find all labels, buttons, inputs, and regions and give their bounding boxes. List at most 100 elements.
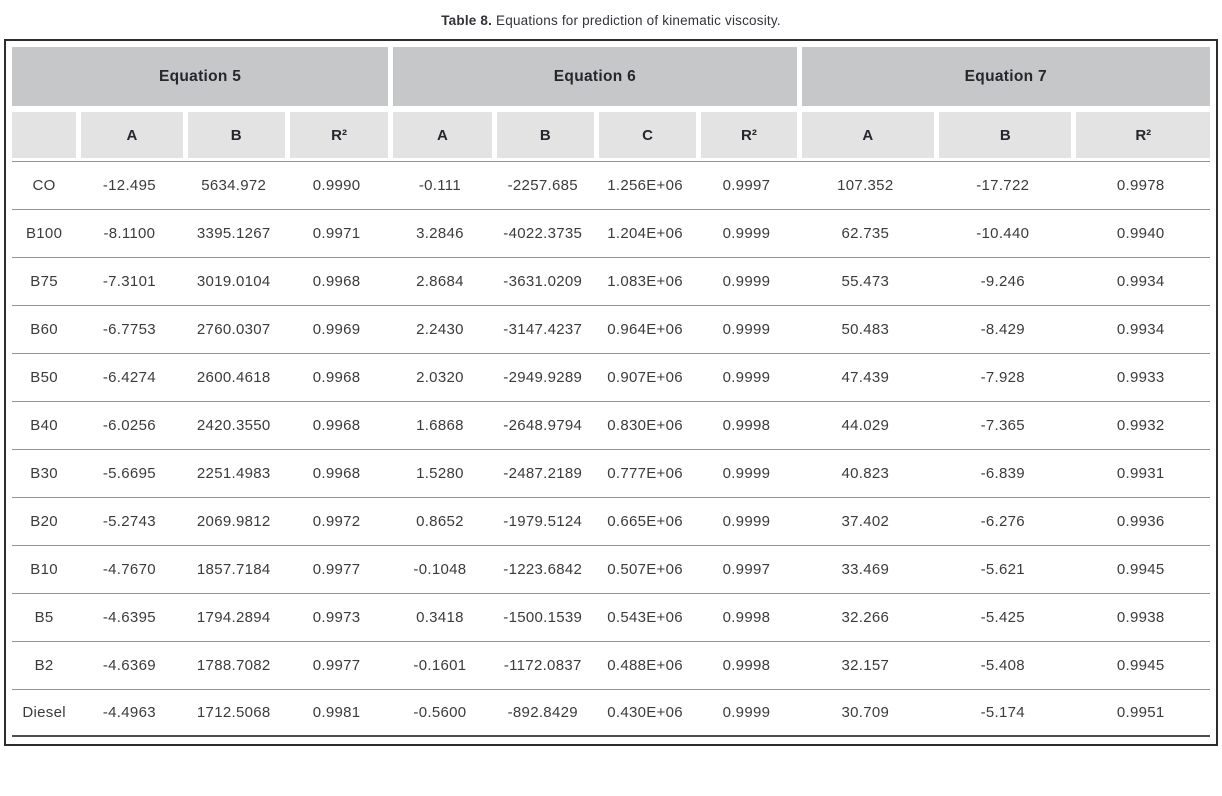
cell: 0.9998 <box>696 593 797 641</box>
cell: 1.6868 <box>388 401 492 449</box>
group-header-equation-5: Equation 5 <box>12 47 389 112</box>
cell: 0.9977 <box>284 545 389 593</box>
cell: 2.8684 <box>388 257 492 305</box>
cell: -2648.9794 <box>491 401 594 449</box>
cell: -8.1100 <box>76 209 183 257</box>
cell: 32.157 <box>796 641 935 689</box>
cell: -7.3101 <box>76 257 183 305</box>
cell: 0.9997 <box>696 161 797 209</box>
cell: 2600.4618 <box>182 353 285 401</box>
cell: 44.029 <box>796 401 935 449</box>
cell: 0.9940 <box>1071 209 1210 257</box>
col-header-eq7-a: A <box>796 112 935 161</box>
cell: 1857.7184 <box>182 545 285 593</box>
cell: -0.1048 <box>388 545 492 593</box>
cell: 0.9932 <box>1071 401 1210 449</box>
cell: -4022.3735 <box>491 209 594 257</box>
cell: 0.9978 <box>1071 161 1210 209</box>
row-label: B75 <box>12 257 77 305</box>
cell: 0.9999 <box>696 449 797 497</box>
group-header-equation-6: Equation 6 <box>388 47 797 112</box>
cell: -17.722 <box>934 161 1072 209</box>
row-label: Diesel <box>12 689 77 737</box>
table-row: B75 -7.3101 3019.0104 0.9968 2.8684 -3631.020… <box>12 257 1210 305</box>
cell: 0.488E+06 <box>593 641 697 689</box>
table-row: B40 -6.0256 2420.3550 0.9968 1.6868 -2648.979… <box>12 401 1210 449</box>
col-header-eq7-r2: R² <box>1071 112 1210 161</box>
cell: -4.7670 <box>76 545 183 593</box>
cell: 0.9999 <box>696 257 797 305</box>
col-header-eq5-a: A <box>76 112 183 161</box>
cell: 0.9969 <box>284 305 389 353</box>
table-row: Diesel -4.4963 1712.5068 0.9981 -0.5600 -892.… <box>12 689 1210 737</box>
cell: -1172.0837 <box>491 641 594 689</box>
table-caption: Table 8. Equations for prediction of kin… <box>0 0 1222 39</box>
cell: -4.6369 <box>76 641 183 689</box>
cell: -8.429 <box>934 305 1072 353</box>
table-caption-label: Table 8. <box>441 13 493 28</box>
cell: 0.9973 <box>284 593 389 641</box>
cell: 0.9998 <box>696 641 797 689</box>
cell: -12.495 <box>76 161 183 209</box>
cell: -1500.1539 <box>491 593 594 641</box>
cell: 0.9938 <box>1071 593 1210 641</box>
group-header-equation-7: Equation 7 <box>796 47 1210 112</box>
cell: 0.9931 <box>1071 449 1210 497</box>
cell: 0.9971 <box>284 209 389 257</box>
cell: 0.9968 <box>284 401 389 449</box>
cell: -2949.9289 <box>491 353 594 401</box>
column-header-row: A B R² A B C R² A B R² <box>12 112 1210 161</box>
cell: 37.402 <box>796 497 935 545</box>
cell: -3631.0209 <box>491 257 594 305</box>
cell: 0.430E+06 <box>593 689 697 737</box>
cell: -1979.5124 <box>491 497 594 545</box>
cell: 0.9933 <box>1071 353 1210 401</box>
cell: 2069.9812 <box>182 497 285 545</box>
row-label: B10 <box>12 545 77 593</box>
cell: -0.111 <box>388 161 492 209</box>
cell: 0.830E+06 <box>593 401 697 449</box>
cell: 0.665E+06 <box>593 497 697 545</box>
cell: 32.266 <box>796 593 935 641</box>
cell: -6.839 <box>934 449 1072 497</box>
cell: 0.907E+06 <box>593 353 697 401</box>
cell: -6.276 <box>934 497 1072 545</box>
cell: 2420.3550 <box>182 401 285 449</box>
cell: -6.4274 <box>76 353 183 401</box>
cell: 0.9998 <box>696 401 797 449</box>
row-label: B100 <box>12 209 77 257</box>
cell: 0.9968 <box>284 449 389 497</box>
cell: 0.9934 <box>1071 257 1210 305</box>
cell: -6.7753 <box>76 305 183 353</box>
cell: -4.6395 <box>76 593 183 641</box>
cell: -0.5600 <box>388 689 492 737</box>
cell: 0.9968 <box>284 353 389 401</box>
row-label: B5 <box>12 593 77 641</box>
cell: 1788.7082 <box>182 641 285 689</box>
cell: -5.621 <box>934 545 1072 593</box>
cell: 0.9981 <box>284 689 389 737</box>
cell: 1.5280 <box>388 449 492 497</box>
cell: 50.483 <box>796 305 935 353</box>
table-row: B10 -4.7670 1857.7184 0.9977 -0.1048 -1223.68… <box>12 545 1210 593</box>
col-header-eq7-b: B <box>934 112 1072 161</box>
cell: 3395.1267 <box>182 209 285 257</box>
cell: 40.823 <box>796 449 935 497</box>
col-header-eq6-b: B <box>491 112 594 161</box>
cell: 0.9977 <box>284 641 389 689</box>
table-body: CO -12.495 5634.972 0.9990 -0.111 -2257.685 1.… <box>12 161 1210 737</box>
cell: 0.9945 <box>1071 641 1210 689</box>
cell: 0.3418 <box>388 593 492 641</box>
cell: 1.256E+06 <box>593 161 697 209</box>
row-label: B60 <box>12 305 77 353</box>
cell: 2.0320 <box>388 353 492 401</box>
cell: -0.1601 <box>388 641 492 689</box>
cell: 1.083E+06 <box>593 257 697 305</box>
table-row: B30 -5.6695 2251.4983 0.9968 1.5280 -2487.218… <box>12 449 1210 497</box>
table-frame: Equation 5 Equation 6 Equation 7 A B R² … <box>4 39 1218 746</box>
cell: 0.9972 <box>284 497 389 545</box>
cell: 62.735 <box>796 209 935 257</box>
cell: 0.9990 <box>284 161 389 209</box>
cell: -5.408 <box>934 641 1072 689</box>
table-row: B2 -4.6369 1788.7082 0.9977 -0.1601 -1172.083… <box>12 641 1210 689</box>
